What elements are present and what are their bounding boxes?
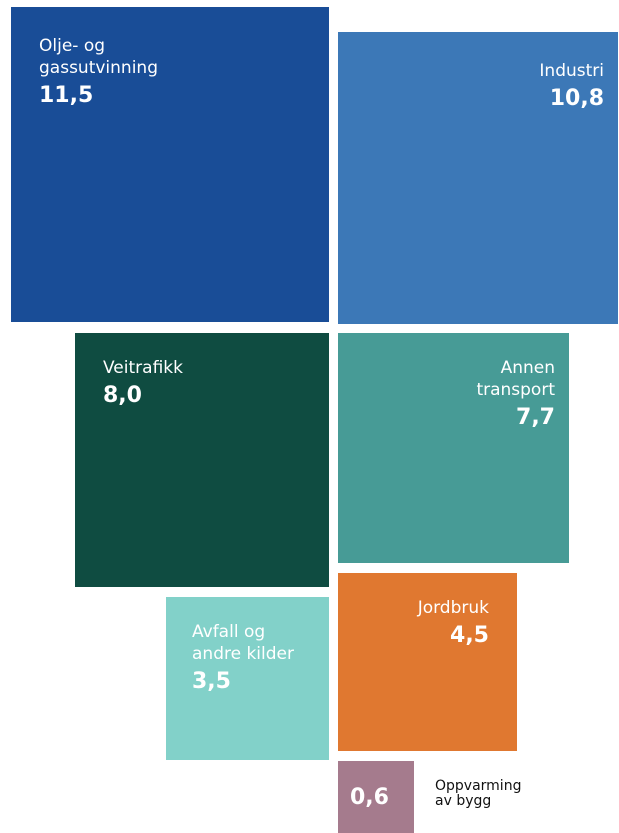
tile-value: 7,7	[516, 405, 555, 430]
tile-avfall-og-andre-kilder: Avfall og andre kilder 3,5	[166, 597, 329, 760]
tile-value: 8,0	[103, 383, 142, 408]
tile-label: Olje- og gassutvinning	[39, 36, 158, 78]
tile-industri: Industri 10,8	[338, 32, 618, 324]
tile-label: Avfall og andre kilder	[192, 622, 294, 664]
tile-value: 10,8	[549, 86, 604, 111]
tile-label: Annen transport	[476, 358, 555, 400]
tile-label: Veitrafikk	[103, 358, 183, 378]
tile-oppvarming-av-bygg: 0,6	[338, 761, 414, 833]
tile-value: 0,6	[350, 785, 389, 810]
tile-olje-og-gassutvinning: Olje- og gassutvinning 11,5	[11, 7, 329, 322]
tile-value: 3,5	[192, 669, 231, 694]
tile-label: Jordbruk	[417, 598, 489, 618]
tile-veitrafikk: Veitrafikk 8,0	[75, 333, 329, 587]
tile-value: 11,5	[39, 83, 94, 108]
tile-jordbruk: Jordbruk 4,5	[338, 573, 517, 751]
tile-annen-transport: Annen transport 7,7	[338, 333, 569, 563]
tile-value: 4,5	[450, 623, 489, 648]
tile-label: Industri	[539, 61, 604, 81]
tile-external-label: Oppvarming av bygg	[435, 778, 522, 809]
